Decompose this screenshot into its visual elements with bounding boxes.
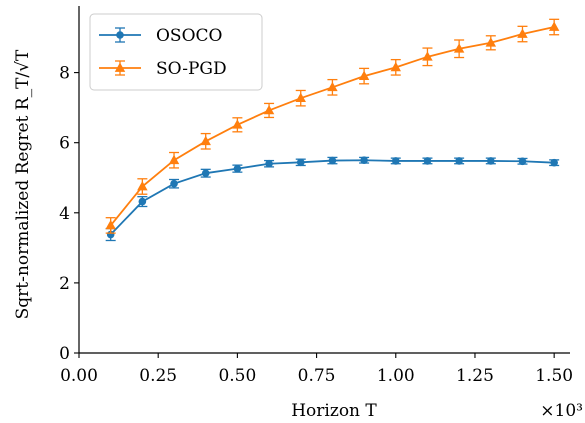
data-point [265, 159, 273, 168]
data-point [232, 119, 243, 129]
data-point [518, 157, 527, 166]
data-point [168, 154, 180, 165]
data-point [138, 197, 147, 206]
data-point [295, 92, 306, 103]
data-point [170, 179, 178, 188]
x-ticks: 0.00 0.25 0.50 0.75 1.00 1.25 1.50 [60, 353, 573, 386]
data-point [455, 157, 463, 165]
y-axis-title: Sqrt-normalized Regret R_T/√T [13, 49, 33, 319]
data-point [296, 158, 305, 167]
data-point [422, 51, 433, 61]
y-tick-label: 6 [59, 134, 70, 154]
legend-label: OSOCO [156, 26, 222, 46]
legend-frame [89, 13, 263, 91]
legend-marker [114, 62, 126, 72]
data-point [423, 157, 432, 165]
data-point [201, 169, 210, 177]
y-tick-label: 4 [59, 204, 70, 224]
y-tick-label: 8 [59, 64, 70, 84]
legend: OSOCO SO-PGD [89, 13, 263, 91]
legend-item: SO-PGD [99, 59, 227, 79]
x-tick-label: 1.25 [456, 366, 494, 386]
data-point [391, 157, 400, 165]
x-tick-label: 0.50 [218, 366, 256, 386]
x-tick-label: 1.00 [377, 366, 415, 386]
data-point [390, 61, 401, 72]
x-tick-label: 0.25 [139, 366, 177, 386]
data-point [233, 164, 242, 173]
data-point [360, 156, 368, 165]
data-point [453, 43, 465, 53]
axes [78, 6, 570, 354]
data-point [328, 156, 337, 165]
series-so-pgd [105, 18, 560, 234]
y-tick-label: 0 [59, 344, 70, 364]
data-point [517, 28, 528, 38]
y-ticks: 0 2 4 6 8 [59, 64, 79, 364]
data-point [200, 135, 211, 146]
x-tick-label: 1.50 [535, 366, 573, 386]
data-point [358, 70, 370, 80]
x-axis-multiplier: ×10³ [540, 401, 583, 421]
data-point [487, 157, 495, 165]
data-point [137, 181, 148, 191]
legend-marker [116, 31, 124, 39]
data-point [485, 37, 497, 47]
y-tick-label: 2 [59, 274, 70, 294]
data-point [550, 158, 558, 167]
series-osoco [105, 156, 560, 242]
x-tick-label: 0.75 [298, 366, 336, 386]
data-point [105, 219, 116, 230]
series-line [110, 159, 555, 236]
x-tick-label: 0.00 [60, 366, 98, 386]
legend-item: OSOCO [99, 26, 222, 46]
data-point [263, 104, 275, 115]
data-point [327, 81, 338, 92]
data-point [548, 21, 560, 31]
plot-area [105, 18, 560, 242]
x-axis-title: Horizon T [291, 401, 377, 421]
legend-label: SO-PGD [156, 59, 227, 79]
